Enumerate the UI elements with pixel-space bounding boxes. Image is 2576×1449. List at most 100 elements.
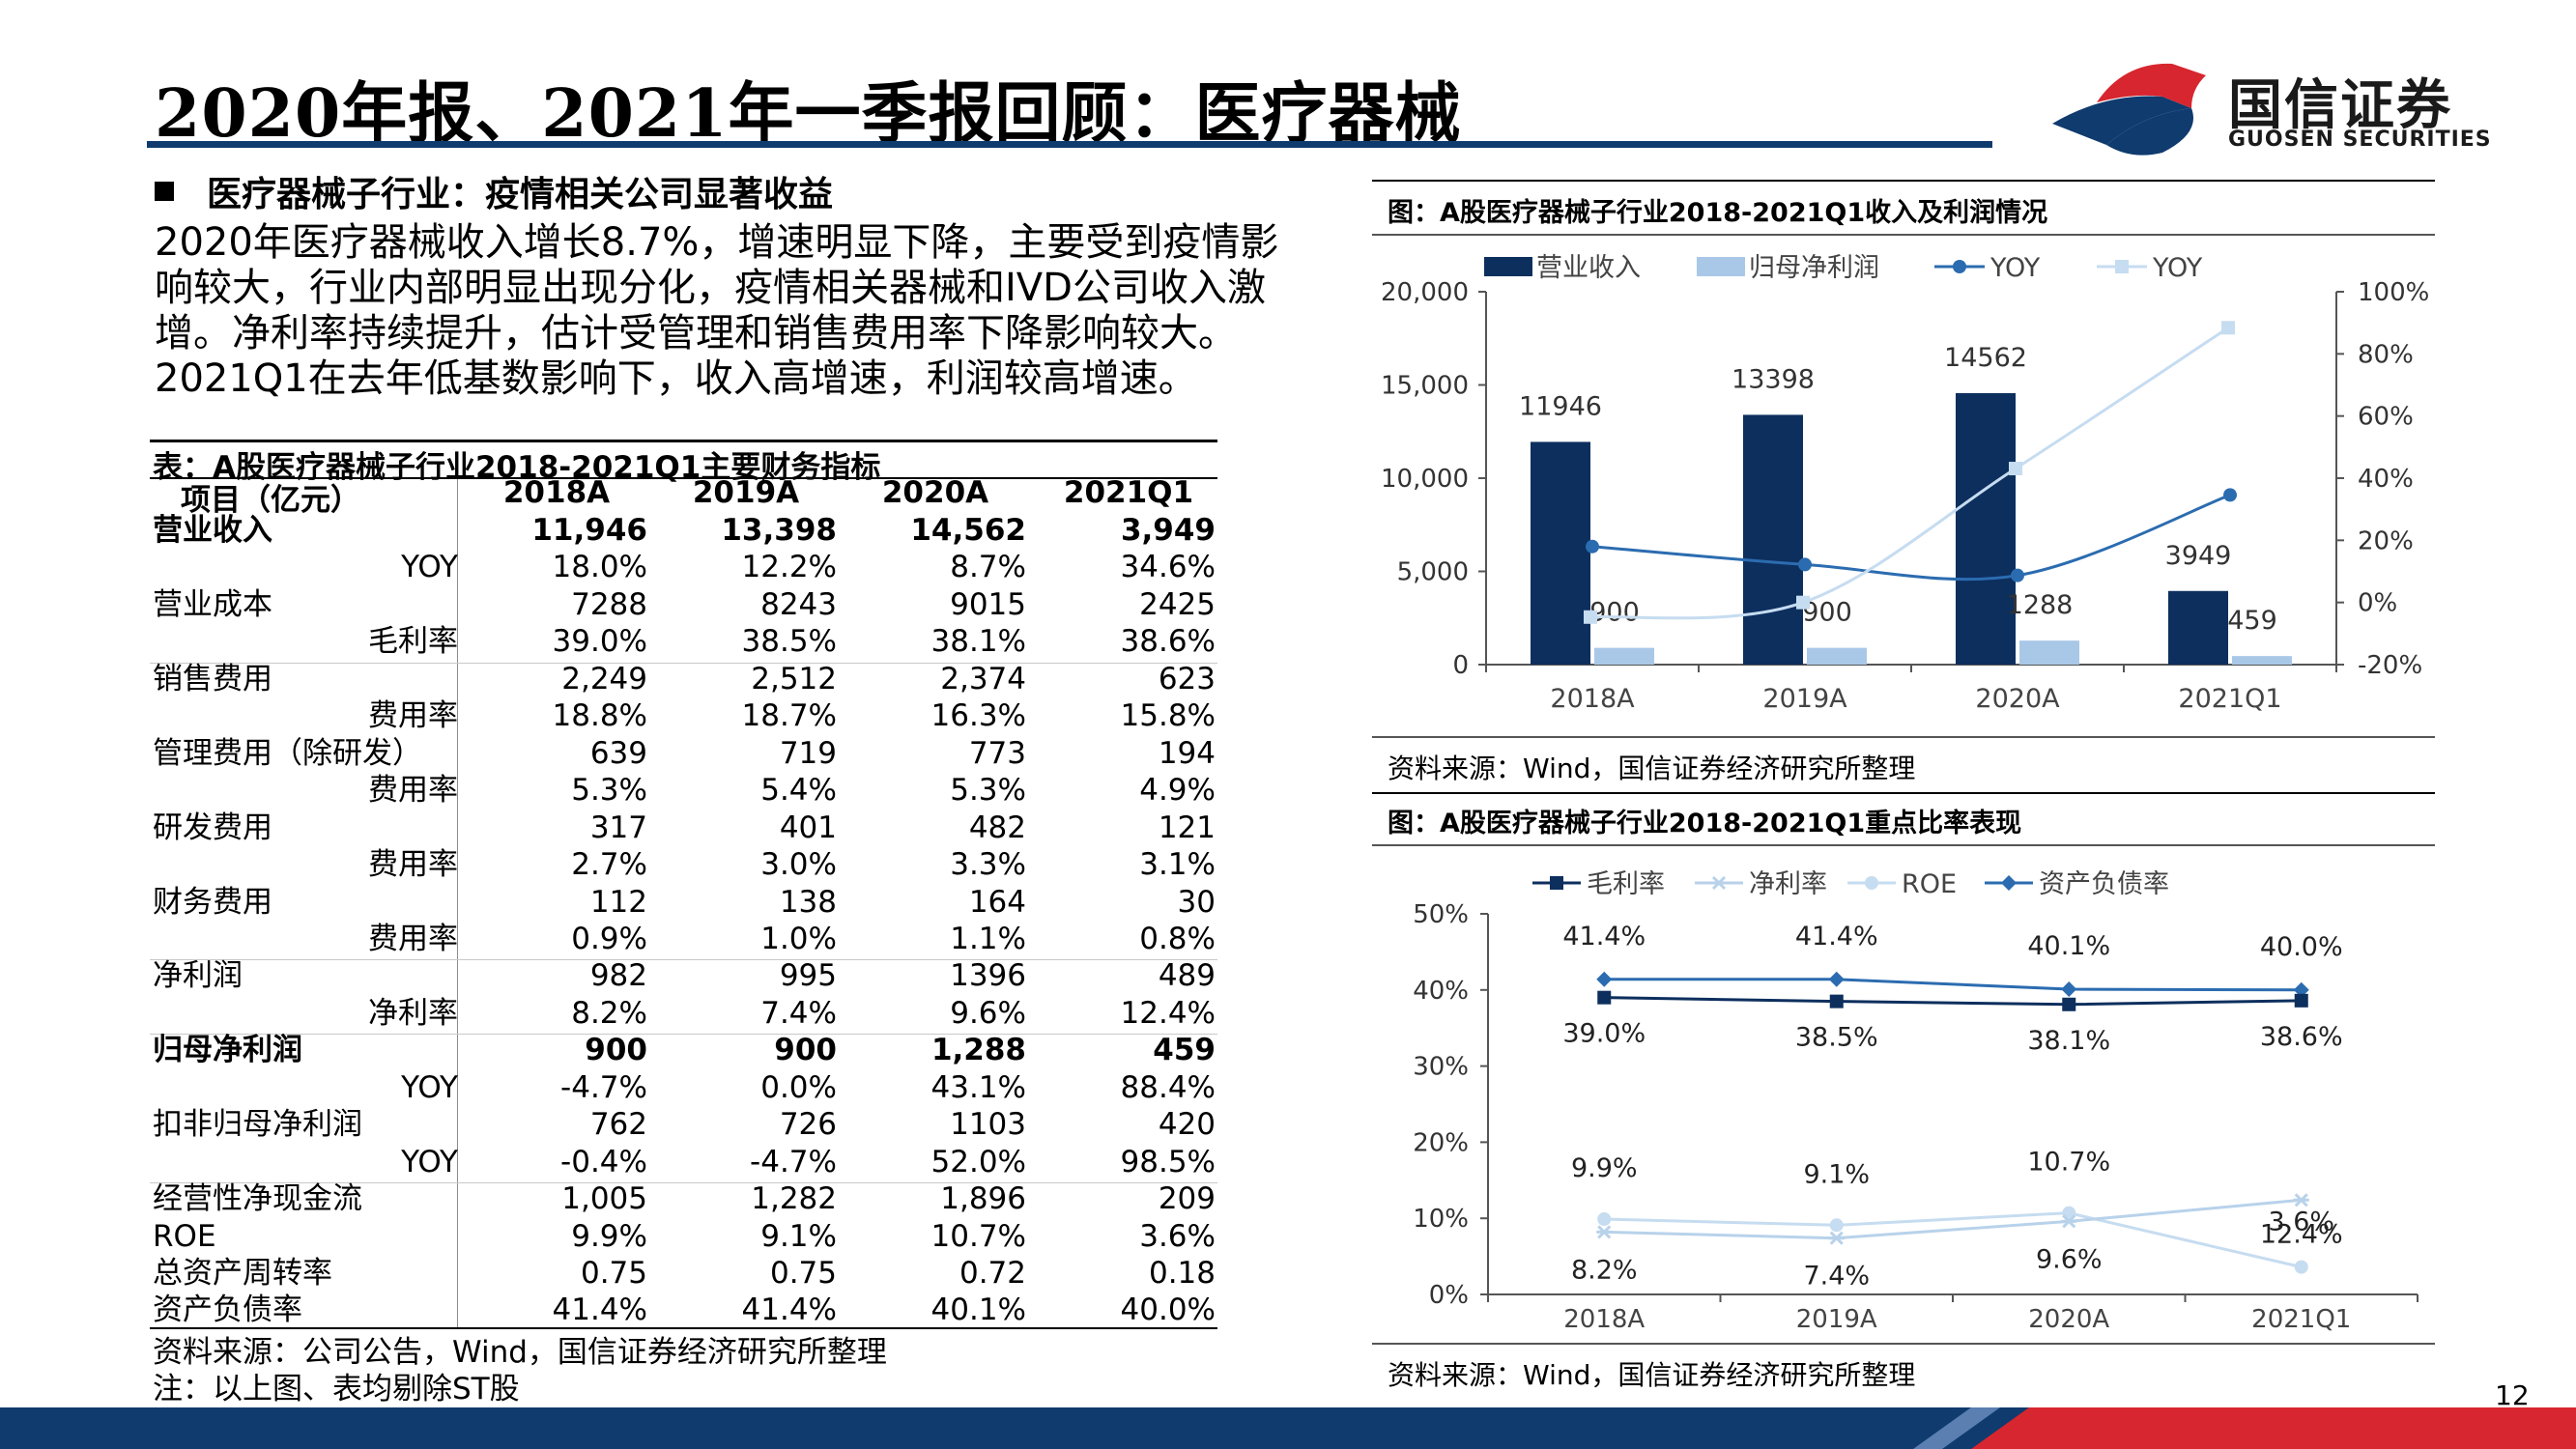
revenue-bar-label: 13398: [1732, 364, 1815, 394]
table-row-separator: [150, 1182, 1217, 1184]
net-profit-bar-label: 1288: [2007, 590, 2074, 620]
table-row-label: 净利润: [153, 958, 243, 994]
table-row-label: 营业成本: [153, 586, 272, 622]
series-point-1: [1597, 1225, 1612, 1239]
net-profit-bar-label: 900: [1802, 598, 1852, 628]
table-cell: 7.4%: [760, 995, 837, 1031]
net-profit-bar: [2019, 640, 2079, 665]
page-number: 12: [2495, 1379, 2530, 1411]
data-label: 9.9%: [1571, 1153, 1638, 1183]
data-label: 38.1%: [2027, 1026, 2110, 1056]
table-cell: 9.9%: [571, 1218, 647, 1254]
table-cell: 1.1%: [950, 921, 1026, 956]
data-label: 41.4%: [1795, 922, 1878, 952]
table-cell: 15.8%: [1120, 698, 1216, 734]
legend-label: 营业收入: [1536, 253, 1641, 283]
table-cell: 121: [1158, 810, 1216, 845]
legend-marker: [1550, 876, 1563, 890]
table-cell: 3.3%: [950, 847, 1026, 883]
table-sublabel: 费用率: [368, 921, 458, 956]
table-cell: 1,288: [930, 1033, 1026, 1068]
table-cell: 2425: [1139, 586, 1216, 622]
series-line-2: [1604, 1211, 2303, 1269]
net-profit-bar-label: 900: [1589, 598, 1640, 628]
y-tick-label: 20,000: [1381, 278, 1469, 307]
data-label: 9.1%: [1803, 1159, 1870, 1189]
summary-line: 2020年医疗器械收入增长8.7%，增速明显下降，主要受到疫情影: [155, 220, 1279, 265]
revenue-bar: [2168, 590, 2228, 665]
legend-marker: [2001, 875, 2017, 891]
table-cell: 7288: [571, 586, 647, 622]
table-column-rule: [457, 479, 458, 1327]
y2-tick-label: -20%: [2358, 651, 2422, 680]
table-cell: 1103: [950, 1107, 1026, 1143]
table-sublabel: 费用率: [368, 847, 458, 883]
legend-label: 归母净利润: [1749, 253, 1879, 283]
table-row-label: 财务费用: [153, 884, 272, 920]
summary-paragraph: 2020年医疗器械收入增长8.7%，增速明显下降，主要受到疫情影 响较大，行业内…: [155, 220, 1279, 402]
profit-yoy-point: [2009, 462, 2022, 476]
table-cell: 0.8%: [1139, 921, 1216, 956]
y2-tick-label: 60%: [2358, 403, 2414, 432]
data-label: 38.5%: [1795, 1023, 1878, 1053]
chart1-top-rule: [1372, 180, 2435, 182]
title-underline: [147, 141, 1992, 148]
x-tick-label: 2019A: [1762, 684, 1847, 714]
table-caption: 表：A股医疗器械子行业2018-2021Q1主要财务指标: [153, 450, 881, 485]
table-cell: 194: [1158, 735, 1216, 771]
table-cell: 2.7%: [571, 847, 647, 883]
series-point-3: [1596, 971, 1613, 987]
x-tick-label: 2021Q1: [2178, 684, 2281, 714]
table-cell: 112: [589, 884, 647, 920]
y2-tick-label: 100%: [2358, 278, 2429, 307]
net-profit-bar: [1807, 647, 1867, 665]
table-row-label: 销售费用: [153, 661, 272, 696]
series-line-0: [1604, 996, 2302, 1007]
table-cell: 9015: [950, 586, 1026, 622]
table-top-rule: [150, 440, 1217, 442]
table-sublabel: YOY: [401, 1144, 458, 1179]
table-cell: 0.75: [580, 1256, 647, 1291]
y-tick-label: 15,000: [1381, 372, 1469, 401]
table-cell: 11,946: [531, 513, 647, 548]
table-cell: 2,512: [751, 661, 837, 696]
net-profit-bar: [1594, 647, 1654, 665]
table-cell: 9.1%: [760, 1218, 837, 1254]
table-cell: 719: [779, 735, 837, 771]
table-cell: 164: [968, 884, 1026, 920]
table-row-label: 管理费用（除研发）: [153, 735, 422, 771]
x-tick-label: 2020A: [1975, 684, 2060, 714]
legend-label: ROE: [1902, 869, 1957, 899]
table-cell: 317: [589, 810, 647, 845]
chart1-bottom-rule: [1372, 736, 2435, 738]
table-cell: 900: [585, 1033, 647, 1068]
logo-subtitle: GUOSEN SECURITIES: [2228, 128, 2492, 152]
legend-label: 资产负债率: [2039, 869, 2169, 899]
y-tick-label: 0: [1452, 651, 1469, 680]
revenue-yoy-line: [1591, 493, 2231, 582]
table-header-year: 2019A: [692, 475, 800, 510]
legend-swatch: [1484, 257, 1532, 276]
table-cell: 18.0%: [552, 550, 647, 585]
revenue-bar: [1531, 441, 1590, 665]
key-ratios-chart: 0% 10% 20% 30% 40% 50% 2018A 2019A 2020A 2021Q1 41…: [1413, 869, 2419, 1333]
table-sublabel: 费用率: [368, 698, 458, 734]
profit-yoy-point: [1584, 610, 1597, 624]
table-bottom-rule: [150, 1327, 1217, 1329]
x-tick-label: 2018A: [1550, 684, 1635, 714]
table-cell: 1.0%: [760, 921, 837, 956]
table-row-separator: [150, 959, 1217, 961]
data-label: 40.0%: [2260, 932, 2343, 962]
table-cell: 14,562: [910, 513, 1026, 548]
table-cell: 9.6%: [950, 995, 1026, 1031]
page-title: 2020年报、2021年一季报回顾：医疗器械: [155, 75, 1462, 153]
section-heading: 医疗器械子行业：疫情相关公司显著收益: [155, 166, 833, 216]
table-sublabel: 费用率: [368, 773, 458, 809]
table-sublabel: YOY: [401, 550, 458, 585]
table-sublabel: 净利率: [368, 995, 458, 1031]
y-tick-label: 40%: [1413, 977, 1469, 1006]
table-cell: 726: [779, 1107, 837, 1143]
x-tick-label: 2018A: [1563, 1305, 1645, 1333]
table-cell: 1,282: [751, 1181, 837, 1217]
table-cell: 38.6%: [1120, 624, 1216, 660]
